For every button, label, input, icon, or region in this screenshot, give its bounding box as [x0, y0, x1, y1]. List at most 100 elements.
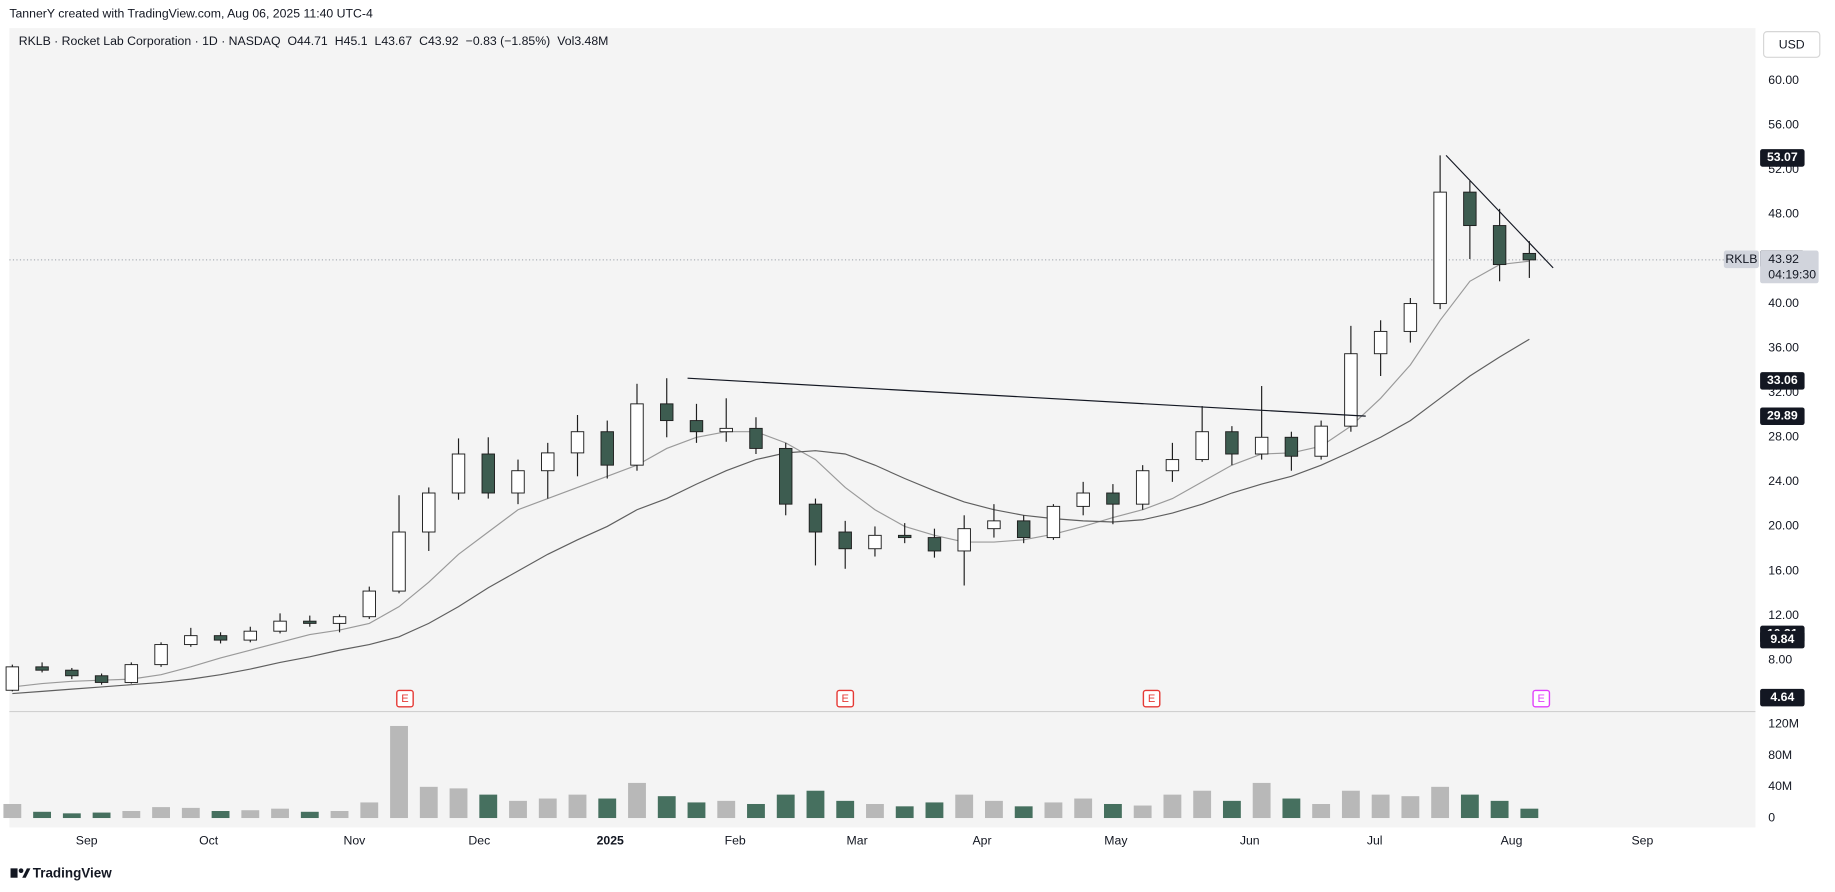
y-tick-label: 48.00	[1768, 207, 1799, 221]
candle-body	[124, 664, 139, 683]
volume-bar	[836, 800, 855, 819]
earnings-marker	[396, 689, 414, 708]
last-price-symbol-badge	[1723, 250, 1759, 269]
currency[interactable]: USD	[1779, 37, 1805, 51]
x-tick-label: Sep	[1631, 834, 1653, 848]
y-tick-label: 16.00	[1768, 563, 1799, 577]
earnings-label: E	[841, 693, 848, 705]
currency-button[interactable]	[1763, 31, 1821, 58]
volume-bar	[241, 810, 260, 819]
legend: RKLB · Rocket Lab Corporation · 1D · NAS…	[19, 34, 609, 48]
candle-body	[630, 403, 644, 466]
candle-body	[65, 669, 79, 677]
earnings-label: E	[1538, 693, 1545, 705]
volume-bar	[300, 811, 319, 819]
candle-body	[1403, 303, 1418, 332]
candle-body	[273, 620, 287, 632]
y-tick-label: 24.00	[1768, 474, 1799, 488]
volume-bar	[419, 786, 438, 819]
trendline	[687, 377, 1366, 417]
volume-bar	[390, 725, 408, 819]
volume-bar	[360, 802, 379, 819]
volume-bar	[717, 800, 736, 819]
price-badge	[1760, 149, 1805, 167]
x-tick-label: Dec	[468, 834, 490, 848]
candle-body	[213, 635, 228, 641]
ohlc-value: 44.71	[297, 34, 328, 48]
candle-body	[541, 452, 555, 472]
moving-average	[12, 260, 1530, 688]
earnings-marker	[1532, 689, 1551, 708]
candle-body	[868, 534, 882, 550]
candle-body	[1016, 520, 1031, 539]
price-badge	[1760, 407, 1805, 426]
candle-body	[243, 630, 258, 641]
candle-body	[1314, 425, 1328, 457]
volume-bar	[1341, 790, 1360, 819]
volume-bar	[1282, 798, 1301, 819]
candle-body	[1463, 191, 1477, 227]
ohlc-value: 45.1	[344, 34, 368, 48]
candle-body	[1106, 492, 1120, 505]
volume-bar	[1431, 786, 1450, 819]
candle-body	[5, 666, 20, 691]
candle-body	[1492, 225, 1507, 266]
candle-body	[570, 431, 585, 454]
volume-bar	[776, 794, 795, 819]
last-price-badge	[1760, 250, 1819, 284]
candle-body	[660, 403, 674, 422]
candle-body	[1284, 436, 1299, 457]
volume-bar	[1401, 796, 1420, 819]
y-tick-label: 8.00	[1768, 652, 1792, 666]
candle-body	[451, 453, 466, 494]
volume-bar	[271, 808, 289, 819]
price-badge-label: 4.64	[1770, 690, 1794, 704]
volume-bar	[538, 798, 557, 819]
earnings-marker	[836, 689, 855, 708]
y-tick-label: 28.00	[1768, 430, 1799, 444]
volume-bar	[1222, 800, 1241, 819]
x-tick-label: Jun	[1240, 834, 1260, 848]
candle-body	[808, 503, 823, 533]
candle-body	[154, 644, 168, 666]
candle-body	[749, 427, 763, 449]
price-badge	[1760, 688, 1805, 707]
volume-bar	[33, 811, 52, 819]
candle-body	[957, 528, 971, 552]
volume-bar	[1520, 808, 1539, 819]
x-tick-label: Jul	[1367, 834, 1383, 848]
volume-bar	[955, 794, 974, 819]
candle-body	[600, 431, 614, 466]
volume-bar	[985, 800, 1003, 819]
candle-body	[392, 531, 406, 592]
volume-bar	[211, 811, 230, 819]
volume-bar	[657, 796, 676, 819]
price-change: −0.83 (−1.85%)	[466, 34, 551, 48]
volume-tick-label: 80M	[1768, 748, 1792, 762]
earnings-marker	[1142, 689, 1161, 708]
candle-body	[184, 635, 198, 646]
x-tick-label: Nov	[344, 834, 367, 848]
candle-body	[362, 590, 376, 618]
candle-body	[1254, 436, 1269, 455]
ohlc-label: C	[419, 34, 428, 48]
candle-body	[1433, 191, 1447, 305]
candle-body	[987, 520, 1001, 530]
volume-bar	[1460, 794, 1479, 819]
volume-bar	[1133, 805, 1152, 819]
candle-body	[422, 492, 436, 533]
volume-bar	[568, 794, 587, 819]
y-tick-label: 20.00	[1768, 519, 1799, 533]
candle-body	[511, 470, 525, 494]
volume-bar	[1103, 803, 1122, 819]
attribution: TannerY created with TradingView.com, Au…	[9, 6, 373, 20]
candle-body	[1165, 459, 1180, 472]
volume-bar	[152, 807, 170, 819]
x-tick-label: 2025	[597, 834, 624, 848]
candle-body	[1195, 431, 1209, 461]
plot-area	[9, 28, 1756, 828]
x-tick-label: Sep	[76, 834, 98, 848]
moving-average	[12, 338, 1530, 695]
price-badge-label: 53.07	[1767, 150, 1798, 164]
